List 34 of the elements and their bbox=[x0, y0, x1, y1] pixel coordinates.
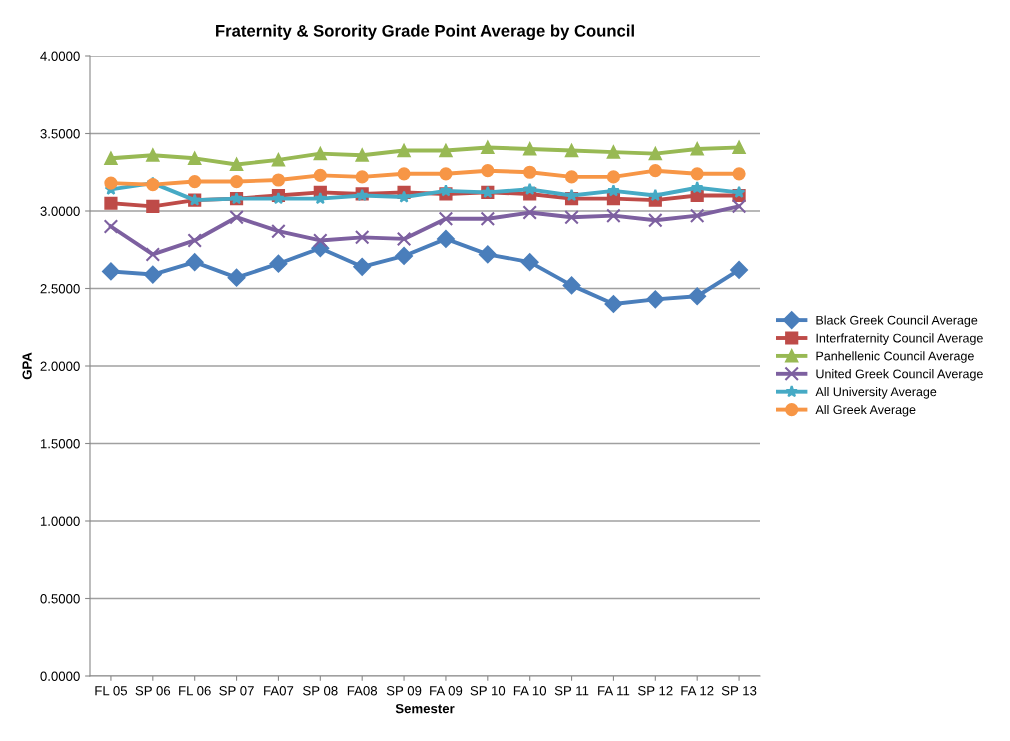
x-tick-label: FA07 bbox=[264, 686, 294, 696]
y-tick-label: 3.5000 bbox=[40, 129, 80, 139]
x-tick-label: SP 06 bbox=[135, 686, 171, 696]
y-tick-label: 1.5000 bbox=[40, 439, 80, 449]
y-tick-label: 0.0000 bbox=[40, 671, 80, 681]
legend-label: United Greek Council Average bbox=[816, 369, 983, 381]
chart-title: Fraternity & Sorority Grade Point Average by Council bbox=[216, 24, 634, 41]
x-tick-label: FA 11 bbox=[598, 686, 630, 696]
legend-label: Panhellenic Council Average bbox=[816, 351, 974, 363]
y-tick-label: 3.0000 bbox=[40, 206, 80, 216]
y-tick-label: 4.0000 bbox=[40, 51, 80, 61]
legend-label: Black Greek Council Average bbox=[816, 315, 978, 328]
x-tick-label: SP 11 bbox=[554, 686, 589, 696]
x-tick-label: FL 06 bbox=[179, 686, 211, 696]
y-tick-label: 1.0000 bbox=[40, 516, 80, 526]
x-tick-label: SP 13 bbox=[721, 686, 757, 696]
x-tick-label: FA 09 bbox=[430, 686, 463, 696]
x-tick-label: FA08 bbox=[347, 686, 378, 696]
y-tick-label: 2.5000 bbox=[40, 284, 80, 294]
legend-label: All Greek Average bbox=[815, 404, 916, 417]
y-tick-label: 0.5000 bbox=[40, 594, 80, 604]
legend-label: Interfraternity Council Average bbox=[816, 333, 983, 345]
y-tick-label: 2.0000 bbox=[40, 361, 80, 371]
x-tick-label: SP 07 bbox=[219, 686, 254, 696]
x-tick-label: SP 10 bbox=[470, 686, 506, 696]
x-tick-label: FA 10 bbox=[513, 686, 547, 696]
x-tick-label: FA 12 bbox=[681, 686, 714, 696]
x-tick-label: FL 05 bbox=[95, 686, 128, 696]
y-axis-title: GPA bbox=[22, 352, 32, 380]
legend-label: All University Average bbox=[815, 387, 937, 399]
x-axis-title: Semester bbox=[395, 703, 455, 714]
x-tick-label: SP 08 bbox=[303, 686, 338, 696]
x-tick-label: SP 09 bbox=[386, 686, 422, 696]
x-tick-label: SP 12 bbox=[638, 686, 673, 696]
